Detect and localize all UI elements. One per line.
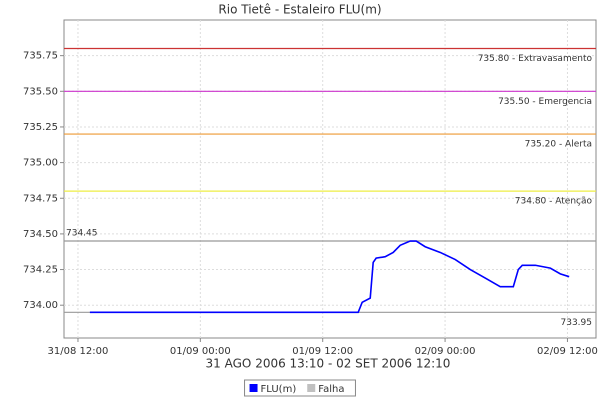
legend-label: FLU(m): [261, 384, 297, 395]
y-tick-label: 735.00: [23, 158, 58, 169]
y-tick-label: 735.75: [23, 51, 58, 62]
y-tick-label: 735.50: [23, 86, 58, 97]
legend-label: Falha: [318, 384, 344, 395]
x-tick-label: 02/09 12:00: [537, 346, 598, 357]
x-tick-label: 31/08 12:00: [48, 346, 109, 357]
chart-title: Rio Tietê - Estaleiro FLU(m): [218, 3, 381, 17]
legend-swatch: [307, 384, 316, 392]
legend-box: [244, 379, 356, 397]
threshold-label: 733.95: [561, 318, 593, 328]
threshold-label: 735.80 - Extravasamento: [478, 54, 593, 64]
legend-swatch: [249, 384, 258, 392]
x-axis-label: 31 AGO 2006 13:10 - 02 SET 2006 12:10: [206, 357, 451, 371]
x-tick-label: 01/09 00:00: [170, 346, 231, 357]
x-tick-label: 01/09 12:00: [292, 346, 353, 357]
threshold-label: 734.45: [66, 229, 98, 239]
threshold-label: 735.20 - Alerta: [525, 140, 592, 150]
y-tick-label: 734.50: [23, 229, 58, 240]
threshold-label: 734.80 - Atenção: [515, 197, 593, 207]
y-tick-label: 734.00: [23, 300, 58, 311]
y-tick-label: 734.75: [23, 193, 58, 204]
x-tick-label: 02/09 00:00: [415, 346, 476, 357]
series-line: [89, 240, 570, 314]
y-tick-label: 735.25: [23, 122, 58, 133]
y-tick-label: 734.25: [23, 265, 58, 276]
threshold-label: 735.50 - Emergencia: [498, 97, 592, 107]
plot-area: [63, 19, 597, 339]
